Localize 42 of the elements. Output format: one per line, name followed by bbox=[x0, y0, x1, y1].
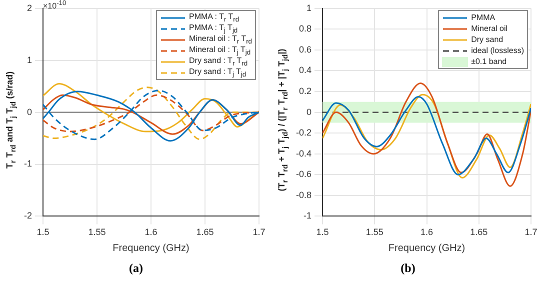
legend-label: Mineral oil bbox=[471, 24, 508, 34]
x-tick-label: 1.6 bbox=[144, 227, 158, 238]
y-tick-label: 0 bbox=[306, 106, 312, 117]
x-tick-label: 1.5 bbox=[36, 227, 50, 238]
legend-label: PMMA : T$_{j}$ T$_{jd}$ bbox=[189, 23, 238, 35]
x-tick-label: 1.55 bbox=[366, 227, 384, 238]
y-tick-label: -0.4 bbox=[296, 148, 312, 158]
x-tick-label: 1.65 bbox=[196, 227, 214, 238]
y-tick-label: -0.8 bbox=[296, 190, 312, 200]
annotation: ×10$^{-10}$ bbox=[43, 0, 66, 11]
text: (a) bbox=[129, 261, 143, 276]
y-tick-label: 1 bbox=[26, 54, 32, 65]
x-axis-title: Frequency (GHz) bbox=[388, 242, 466, 254]
legend-label: Mineral oil : T$_{r}$ T$_{rd}$ bbox=[189, 34, 252, 46]
legend-label: Dry sand : T$_{r}$ T$_{rd}$ bbox=[189, 56, 248, 68]
y-tick-label: 0 bbox=[26, 106, 32, 117]
legend-label: Mineral oil : T$_{j}$ T$_{jd}$ bbox=[189, 45, 251, 57]
x-tick-label: 1.5 bbox=[316, 227, 329, 238]
x-tick-label: 1.7 bbox=[524, 227, 538, 238]
y-tick-label: 0.2 bbox=[298, 86, 312, 96]
y-tick-label: -1 bbox=[24, 158, 32, 169]
legend-label: PMMA bbox=[471, 13, 496, 22]
y-tick-label: -0.6 bbox=[296, 169, 312, 180]
y-tick-label: 0.6 bbox=[298, 44, 312, 54]
legend-label: ±0.1 band bbox=[471, 57, 507, 66]
y-tick-label: 0.4 bbox=[298, 65, 312, 76]
text: (b) bbox=[400, 261, 416, 276]
legend-label: PMMA : T$_{r}$ T$_{rd}$ bbox=[189, 12, 240, 24]
y-tick-label: 0.8 bbox=[298, 24, 312, 34]
y-tick-label: -2 bbox=[24, 210, 32, 221]
y-tick-label: 2 bbox=[26, 2, 32, 13]
x-tick-label: 1.55 bbox=[88, 227, 106, 238]
x-tick-label: 1.65 bbox=[470, 227, 488, 238]
x-tick-label: 1.7 bbox=[252, 227, 266, 238]
y-tick-label: -0.2 bbox=[296, 128, 312, 138]
y-tick-label: 1 bbox=[306, 2, 312, 13]
legend-label: Dry sand bbox=[471, 35, 504, 44]
legend-label: ideal (lossless) bbox=[471, 46, 524, 56]
legend-label: Dry sand : T$_{j}$ T$_{jd}$ bbox=[189, 67, 246, 79]
x-axis-title: Frequency (GHz) bbox=[112, 242, 190, 254]
x-tick-label: 1.6 bbox=[420, 227, 434, 238]
y-tick-label: -1 bbox=[303, 210, 312, 221]
